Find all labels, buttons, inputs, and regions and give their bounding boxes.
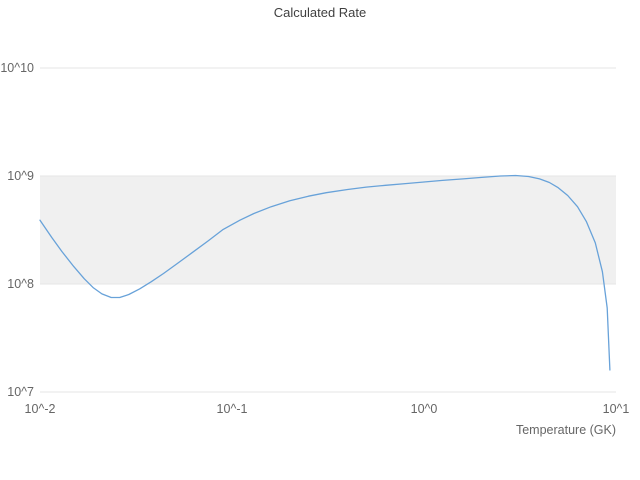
grid-band (40, 176, 616, 284)
y-tick-label: 10^9 (7, 169, 34, 183)
x-tick-label: 10^0 (411, 402, 438, 416)
x-axis-title: Temperature (GK) (516, 423, 616, 437)
y-tick-label: 10^7 (7, 385, 34, 399)
x-tick-label: 10^1 (603, 402, 630, 416)
y-tick-label: 10^8 (7, 277, 34, 291)
x-tick-label: 10^-1 (217, 402, 248, 416)
chart-title: Calculated Rate (274, 5, 367, 20)
x-tick-label: 10^-2 (25, 402, 56, 416)
y-tick-label: 10^10 (0, 61, 34, 75)
plot-area: 10^7 10^8 10^9 10^10 10^-2 10^-1 10^0 10^1 Tempe… (0, 61, 629, 437)
series-line (39, 174, 611, 371)
